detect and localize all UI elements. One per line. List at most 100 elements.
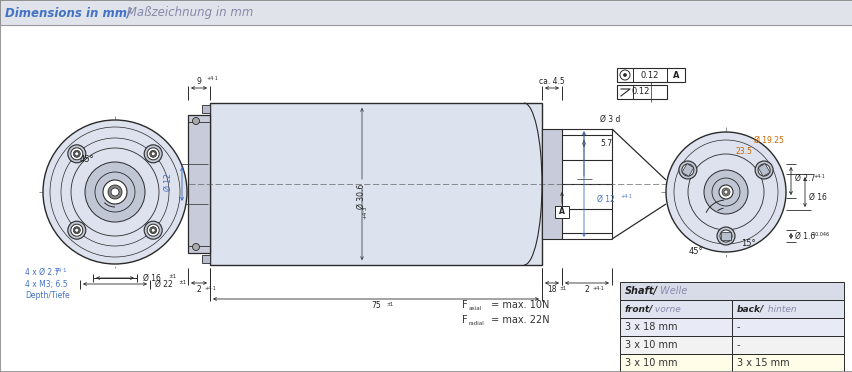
Text: 45°: 45°: [688, 247, 703, 257]
Text: Depth/Tiefe: Depth/Tiefe: [25, 291, 70, 299]
Text: = max. 22N: = max. 22N: [487, 315, 549, 325]
Text: 23.5: 23.5: [735, 148, 752, 157]
Circle shape: [111, 188, 119, 196]
Text: Welle: Welle: [656, 286, 687, 296]
Text: +4⋅1: +4⋅1: [591, 285, 603, 291]
Text: back/: back/: [736, 305, 763, 314]
Text: radial: radial: [469, 321, 484, 326]
Circle shape: [718, 185, 732, 199]
Text: hinten: hinten: [764, 305, 796, 314]
Text: 4 x M3; 6.5: 4 x M3; 6.5: [25, 279, 67, 289]
Text: ±1: ±1: [178, 279, 186, 285]
Circle shape: [149, 150, 157, 157]
Bar: [619, 336, 731, 354]
Text: +4⋅1: +4⋅1: [204, 285, 216, 291]
Text: A: A: [558, 208, 564, 217]
Text: Ø 30.6: Ø 30.6: [356, 183, 365, 209]
Circle shape: [151, 152, 155, 156]
Bar: [202, 255, 210, 263]
Text: +4⋅3: +4⋅3: [362, 205, 367, 219]
Circle shape: [678, 161, 696, 179]
Bar: [619, 282, 843, 300]
Text: +4⋅1: +4⋅1: [812, 173, 824, 179]
Text: Dimensions in mm/: Dimensions in mm/: [5, 6, 131, 19]
Circle shape: [760, 167, 766, 173]
Text: Ø 19.25: Ø 19.25: [753, 135, 783, 144]
Text: 15°: 15°: [740, 240, 754, 248]
Text: 2: 2: [197, 285, 201, 295]
Circle shape: [717, 227, 734, 245]
Bar: [210, 103, 541, 265]
Circle shape: [71, 148, 83, 160]
Circle shape: [151, 228, 155, 232]
Circle shape: [684, 167, 690, 173]
Bar: [731, 300, 843, 318]
Circle shape: [665, 132, 785, 252]
Text: = max. 10N: = max. 10N: [487, 300, 549, 310]
Text: ca. 4.5: ca. 4.5: [538, 77, 564, 86]
Text: -: -: [736, 322, 740, 332]
Circle shape: [73, 150, 80, 157]
Text: Shaft/: Shaft/: [625, 286, 657, 296]
Circle shape: [757, 164, 769, 176]
Circle shape: [147, 224, 159, 236]
Bar: [187, 115, 210, 253]
Text: Ø 16: Ø 16: [808, 192, 826, 202]
Bar: [757, 164, 769, 176]
Circle shape: [43, 120, 187, 264]
Circle shape: [68, 221, 86, 239]
Circle shape: [722, 233, 728, 239]
Text: +0.046: +0.046: [810, 231, 828, 237]
Text: Ø 2.7: Ø 2.7: [794, 173, 815, 183]
Circle shape: [723, 190, 727, 194]
Text: 9: 9: [196, 77, 201, 86]
Circle shape: [147, 148, 159, 160]
Text: ±1: ±1: [386, 301, 393, 307]
Bar: [681, 164, 693, 176]
Circle shape: [144, 221, 162, 239]
Circle shape: [73, 227, 80, 234]
Text: 0.12: 0.12: [631, 87, 649, 96]
Text: axial: axial: [469, 306, 481, 311]
Circle shape: [108, 185, 122, 199]
Text: Ø 22: Ø 22: [155, 279, 173, 289]
Circle shape: [75, 228, 78, 232]
Bar: [720, 232, 730, 240]
Text: 45°: 45°: [79, 155, 95, 164]
Circle shape: [754, 161, 772, 179]
Text: Maßzeichnung in mm: Maßzeichnung in mm: [123, 6, 253, 19]
Text: Ø 16: Ø 16: [143, 273, 161, 282]
Text: 2: 2: [584, 285, 589, 295]
Bar: [616, 68, 684, 82]
Circle shape: [103, 180, 127, 204]
Circle shape: [721, 188, 729, 196]
Text: front/: front/: [625, 305, 653, 314]
Text: 3 x 10 mm: 3 x 10 mm: [625, 340, 676, 350]
Text: vorne: vorne: [651, 305, 680, 314]
Circle shape: [193, 244, 199, 250]
Text: Ø 1.6: Ø 1.6: [794, 231, 815, 241]
Text: ±1: ±1: [558, 285, 566, 291]
Bar: [619, 354, 731, 372]
Circle shape: [71, 224, 83, 236]
Circle shape: [75, 152, 78, 156]
Text: -: -: [736, 340, 740, 350]
Bar: [731, 354, 843, 372]
Text: ±1: ±1: [168, 273, 176, 279]
Circle shape: [719, 230, 731, 242]
Text: 0.12: 0.12: [640, 71, 659, 80]
Circle shape: [149, 227, 157, 234]
Text: F: F: [462, 300, 467, 310]
Circle shape: [623, 74, 625, 77]
Text: 3 x 10 mm: 3 x 10 mm: [625, 358, 676, 368]
Bar: [202, 105, 210, 113]
Circle shape: [85, 162, 145, 222]
Text: 3 x 15 mm: 3 x 15 mm: [736, 358, 789, 368]
Text: 5.7: 5.7: [599, 140, 612, 148]
Text: 3 x 18 mm: 3 x 18 mm: [625, 322, 676, 332]
Text: F: F: [462, 315, 467, 325]
Text: A: A: [672, 71, 678, 80]
Text: 4 x Ø 2.7: 4 x Ø 2.7: [25, 267, 60, 276]
Text: Ø 3 d: Ø 3 d: [599, 115, 619, 124]
Bar: [555, 206, 568, 218]
